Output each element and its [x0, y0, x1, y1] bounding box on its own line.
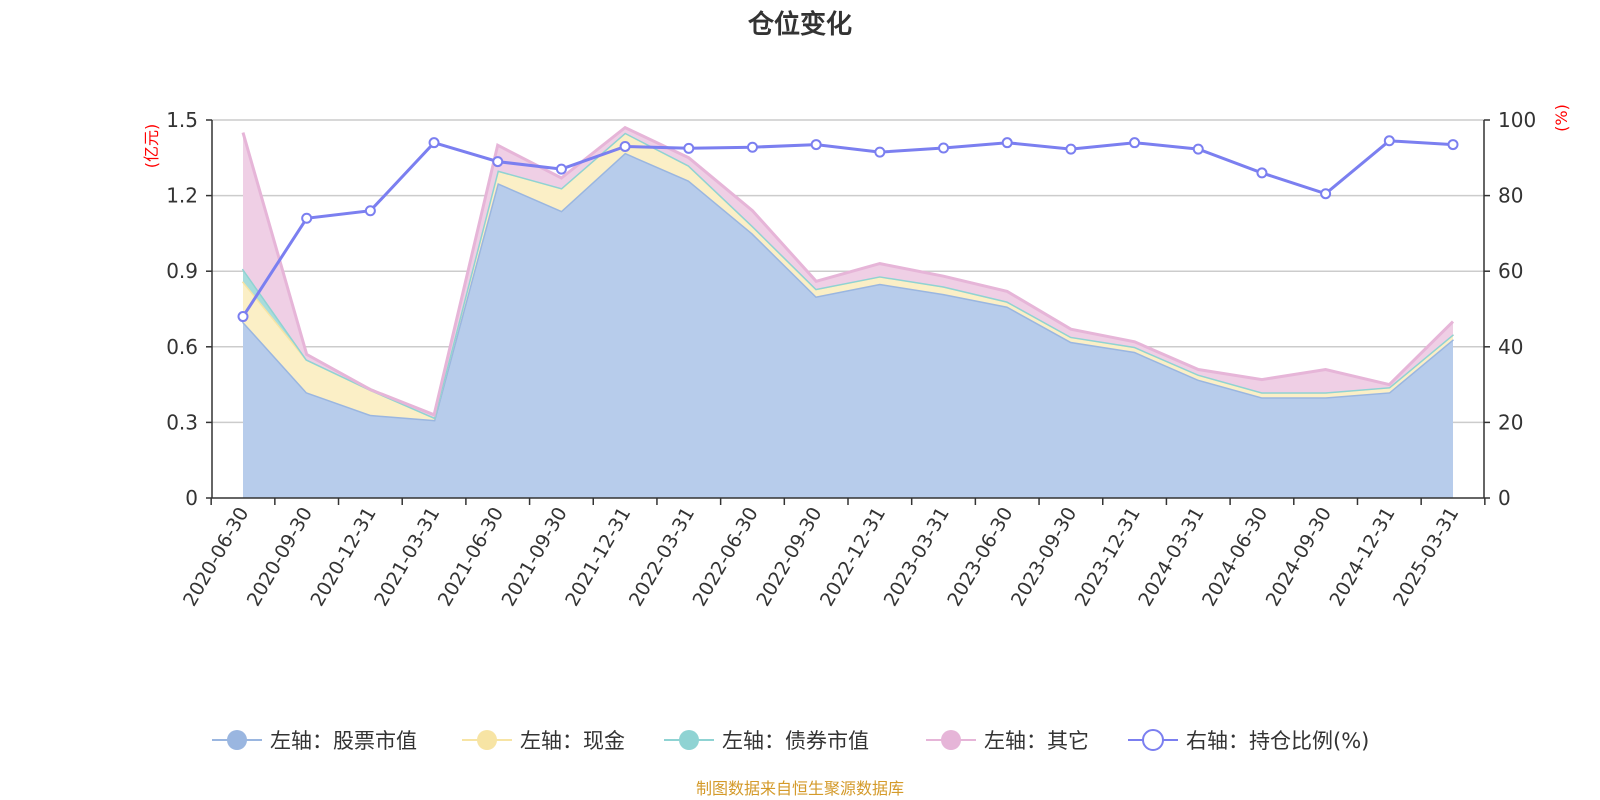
- right-axis-tick-label: 60: [1498, 259, 1523, 283]
- ratio-point: [1065, 143, 1077, 155]
- x-axis-tick-label: 2024-06-30: [1198, 504, 1272, 611]
- ratio-point: [683, 142, 695, 154]
- legend-swatch-marker: [1142, 729, 1164, 751]
- ratio-point: [746, 141, 758, 153]
- legend-swatch-marker: [941, 730, 961, 750]
- ratio-point: [1192, 143, 1204, 155]
- legend-swatch-marker: [227, 730, 247, 750]
- left-axis-tick-label: 0.9: [166, 259, 198, 283]
- ratio-point: [938, 142, 950, 154]
- right-axis-unit: (%): [1552, 104, 1571, 132]
- area-band: [243, 152, 1453, 499]
- x-axis-tick-label: 2024-12-31: [1325, 504, 1399, 611]
- right-axis-tick-label: 0: [1498, 486, 1511, 510]
- ratio-point: [1447, 139, 1459, 151]
- x-axis-tick-label: 2021-12-31: [561, 504, 635, 611]
- ratio-point: [1256, 167, 1268, 179]
- ratio-point: [874, 146, 886, 158]
- chart-title: 仓位变化: [747, 9, 852, 40]
- ratio-point: [810, 139, 822, 151]
- ratio-point: [428, 137, 440, 149]
- left-axis-tick-label: 0.3: [166, 410, 198, 434]
- legend-label: 右轴：持仓比例(%): [1186, 729, 1369, 753]
- x-axis-tick-label: 2023-06-30: [943, 504, 1017, 611]
- right-axis-tick-label: 20: [1498, 410, 1523, 434]
- data-source-note: 制图数据来自恒生聚源数据库: [696, 779, 904, 798]
- left-axis-unit: (亿元): [142, 124, 161, 169]
- ratio-line: [237, 135, 1459, 323]
- ratio-point: [1129, 137, 1141, 149]
- right-axis-tick-label: 80: [1498, 184, 1523, 208]
- x-axis-tick-label: 2025-03-31: [1389, 504, 1463, 611]
- x-axis-tick-label: 2023-09-30: [1007, 504, 1081, 611]
- right-axis-tick-label: 100: [1498, 108, 1536, 132]
- stacked-areas: [241, 125, 1455, 499]
- x-axis-tick-label: 2023-03-31: [880, 504, 954, 611]
- x-axis-tick-label: 2022-03-31: [625, 504, 699, 611]
- x-axis-tick-label: 2023-12-31: [1071, 504, 1145, 611]
- left-axis-tick-label: 1.2: [166, 184, 198, 208]
- area-band: [243, 132, 1453, 420]
- x-axis-tick-label: 2022-06-30: [689, 504, 763, 611]
- ratio-point: [1001, 137, 1013, 149]
- ratio-point: [555, 163, 567, 175]
- x-axis-tick-label: 2020-06-30: [179, 504, 253, 611]
- right-axis-tick-label: 40: [1498, 335, 1523, 359]
- legend-label: 左轴：股票市值: [270, 729, 417, 753]
- ratio-point: [619, 140, 631, 152]
- ratio-point: [301, 212, 313, 224]
- legend-label: 左轴：其它: [984, 729, 1089, 753]
- legend-swatch-marker: [679, 730, 699, 750]
- ratio-point: [1320, 188, 1332, 200]
- x-axis-tick-label: 2021-09-30: [497, 504, 571, 611]
- x-axis-tick-label: 2020-12-31: [306, 504, 380, 611]
- x-axis-tick-label: 2020-09-30: [243, 504, 317, 611]
- legend: 左轴：股票市值 左轴：现金 左轴：债券市值 左轴：其它 右轴：持仓比例(%): [212, 729, 1369, 753]
- ratio-point: [364, 205, 376, 217]
- x-axis-tick-label: 2021-06-30: [434, 504, 508, 611]
- ratio-point: [492, 156, 504, 168]
- left-axis-tick-label: 0.6: [166, 335, 198, 359]
- legend-swatch-marker: [477, 730, 497, 750]
- x-axis-tick-label: 2021-03-31: [370, 504, 444, 611]
- ratio-point: [1383, 135, 1395, 147]
- left-axis-tick-label: 1.5: [166, 108, 198, 132]
- x-axis-tick-label: 2022-09-30: [752, 504, 826, 611]
- ratio-series-line: [241, 139, 1454, 318]
- ratio-point: [237, 311, 249, 323]
- legend-label: 左轴：现金: [520, 729, 625, 753]
- legend-label: 左轴：债券市值: [722, 729, 869, 753]
- left-axis-tick-label: 0: [185, 486, 198, 510]
- x-axis-tick-label: 2022-12-31: [816, 504, 890, 611]
- x-axis-tick-label: 2024-03-31: [1134, 504, 1208, 611]
- x-axis-tick-label: 2024-09-30: [1262, 504, 1336, 611]
- area-edge-line: [241, 125, 1455, 417]
